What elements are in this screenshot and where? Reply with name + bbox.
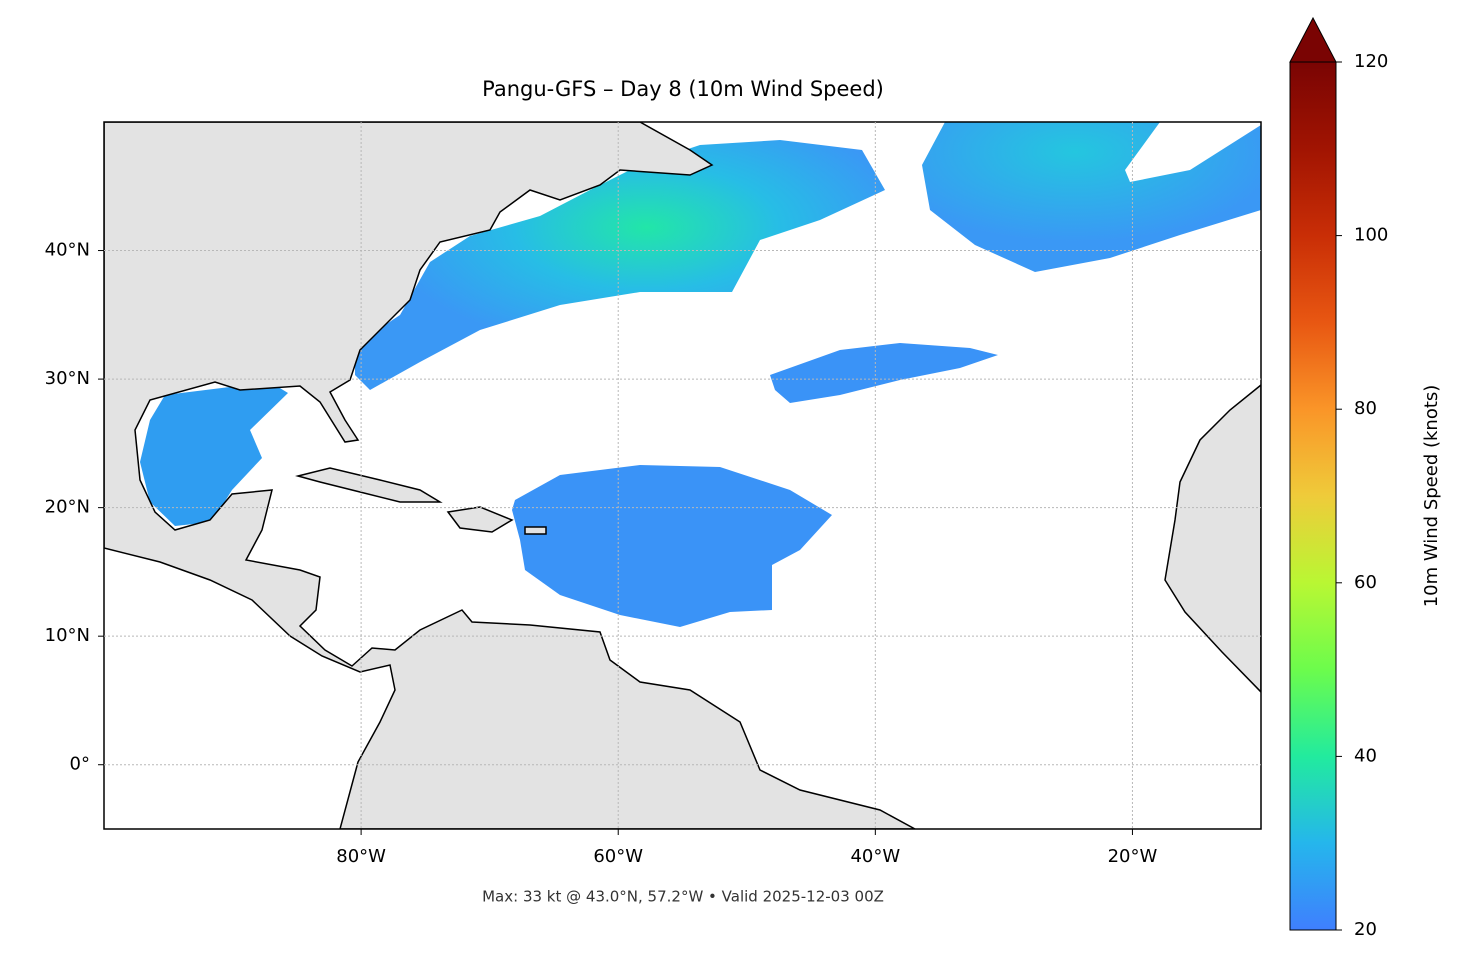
colorbar-tick-label: 40 (1354, 745, 1377, 766)
colorbar-tick-label: 100 (1354, 225, 1388, 246)
y-tick-label: 0° (70, 754, 90, 775)
wind-gulf (140, 382, 288, 526)
land-cuba (295, 467, 443, 503)
wind-central (770, 343, 998, 403)
wind-caribbean (512, 465, 832, 627)
map-frame (103, 121, 1262, 830)
colorbar-tick-label: 80 (1354, 398, 1377, 419)
y-tick-label: 40°N (45, 240, 90, 261)
x-tick-label: 40°W (850, 846, 900, 867)
land-hispaniola (446, 506, 514, 533)
land-africa (1164, 384, 1261, 694)
y-tick-label: 20°N (45, 497, 90, 518)
y-tick-label: 10°N (45, 625, 90, 646)
land-americas (104, 122, 916, 829)
wind-atlantic-band (355, 140, 885, 390)
colorbar (1289, 61, 1337, 931)
wind-northeast (922, 122, 1261, 272)
chart-title: Pangu-GFS – Day 8 (10m Wind Speed) (482, 77, 884, 101)
annotation: Max: 33 kt @ 43.0°N, 57.2°W • Valid 2025… (482, 888, 884, 906)
colorbar-tick-label: 60 (1354, 572, 1377, 593)
colorbar-extend (1289, 16, 1337, 63)
colorbar-tick-label: 20 (1354, 919, 1377, 940)
x-tick-label: 20°W (1108, 846, 1158, 867)
colorbar-tick-label: 120 (1354, 51, 1388, 72)
colorbar-label: 10m Wind Speed (knots) (1421, 385, 1442, 608)
map-layers (104, 122, 1261, 829)
x-tick-label: 60°W (593, 846, 643, 867)
x-tick-label: 80°W (336, 846, 386, 867)
land-puerto-rico (524, 526, 547, 535)
y-tick-label: 30°N (45, 368, 90, 389)
